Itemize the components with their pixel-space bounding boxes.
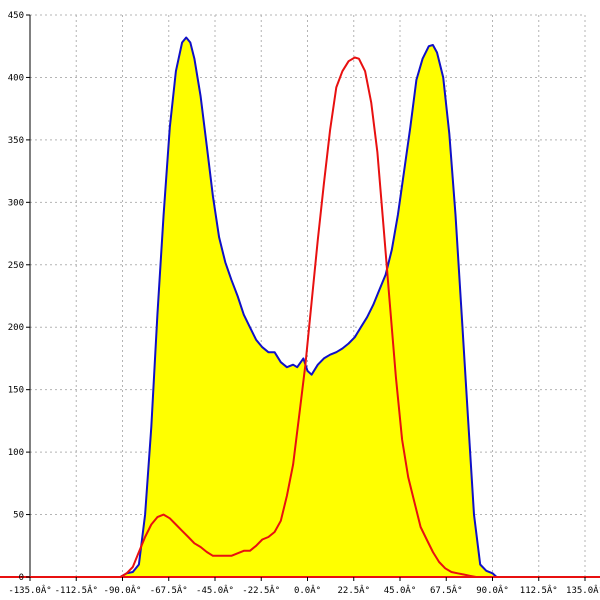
x-tick-label: -67.5Â° (150, 584, 188, 596)
x-tick-label: 135.0Â° (566, 584, 600, 596)
x-tick-label: -112.5Â° (55, 584, 98, 596)
y-tick-label: 200 (8, 323, 24, 333)
y-tick-label: 100 (8, 448, 24, 458)
axes (0, 14, 600, 581)
series-lines (30, 36, 585, 578)
x-tick-label: 0.0Â° (294, 584, 321, 596)
x-tick-label: 90.0Â° (476, 584, 509, 596)
tick-labels: 0 50 100 150 200 250 300 350 400 450 -135.0Â° -112.… (8, 11, 600, 596)
y-tick-label: 150 (8, 386, 24, 396)
series-2-line (30, 56, 585, 578)
x-tick-label: 67.5Â° (430, 584, 463, 596)
series-1-area (30, 37, 585, 577)
y-tick-label: 50 (13, 511, 24, 521)
series-areas (30, 37, 585, 577)
x-tick-label: -90.0Â° (104, 584, 142, 596)
x-tick-label: 112.5Â° (520, 584, 558, 596)
series-1-line (30, 36, 585, 578)
x-tick-label: 22.5Â° (337, 584, 370, 596)
x-tick-label: -45.0Â° (196, 584, 234, 596)
x-tick-label: -22.5Â° (242, 584, 280, 596)
x-tick-label: 45.0Â° (384, 584, 417, 596)
y-tick-label: 350 (8, 136, 24, 146)
y-tick-label: 400 (8, 73, 24, 83)
y-tick-label: 250 (8, 261, 24, 271)
y-tick-label: 0 (19, 573, 24, 583)
y-tick-label: 450 (8, 11, 24, 21)
x-tick-label: -135.0Â° (8, 584, 51, 596)
y-tick-label: 300 (8, 198, 24, 208)
